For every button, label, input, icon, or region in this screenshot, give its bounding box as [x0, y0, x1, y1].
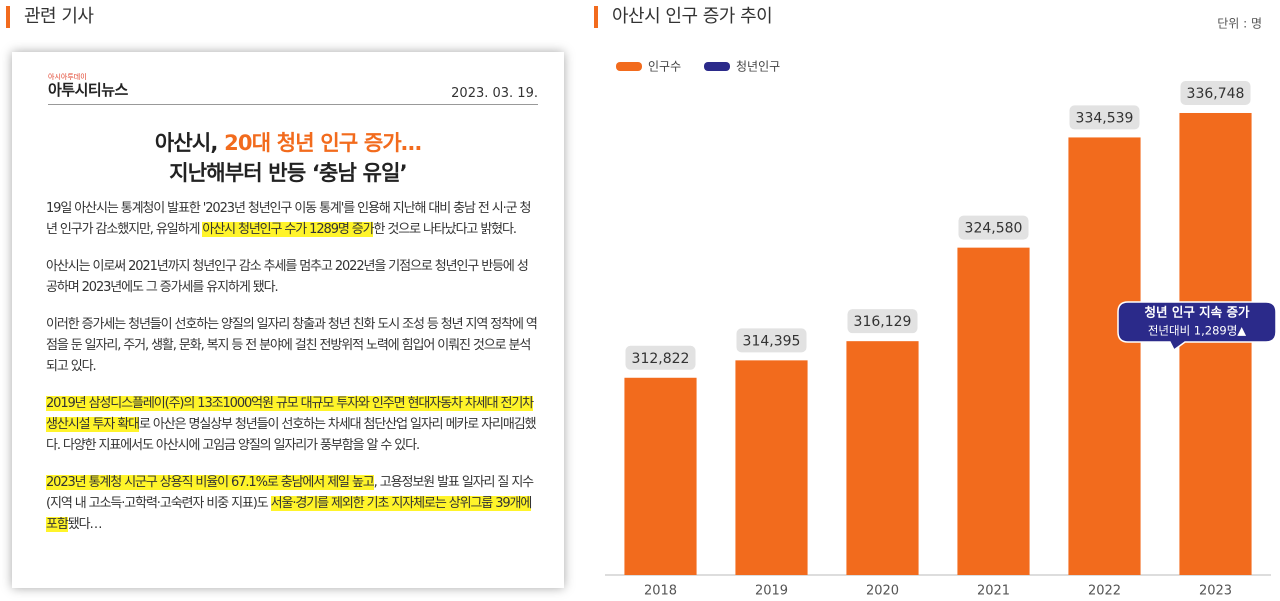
x-tick-label: 2019 — [755, 584, 788, 599]
annotation-text: 전년대비 1,289명▲ — [1148, 324, 1246, 338]
legend-swatch — [616, 62, 642, 71]
headline-segment: 20대 청년 인구 증가… — [224, 131, 422, 155]
text: 아산시는 이로써 2021년까지 청년인구 감소 추세를 멈추고 2022년을 … — [46, 259, 529, 295]
text: 19일 아산시는 통계청이 발표한 '2023년 청년인구 이동 통계'를 인용… — [46, 201, 532, 237]
text: 이러한 증가세는 청년들이 선호하는 양질의 일자리 창출과 청년 친화 도시 … — [46, 317, 538, 374]
value-label-box — [736, 328, 807, 353]
text: 됐다… — [67, 517, 103, 532]
value-label: 316,129 — [854, 314, 912, 330]
legend-swatch — [704, 62, 730, 71]
publisher-small: 아시아투데이 — [48, 73, 87, 81]
bar — [846, 341, 919, 575]
x-tick-label: 2018 — [644, 584, 677, 599]
bar — [1068, 137, 1141, 576]
headline: 아산시, 20대 청년 인구 증가… 지난해부터 반등 ‘충남 유일’ — [12, 128, 564, 188]
publisher: 아투시티뉴스 — [48, 81, 128, 99]
article-card: 아시아투데이 아투시티뉴스 2023. 03. 19. 아산시, 20대 청년 … — [12, 52, 564, 588]
bar — [1179, 112, 1252, 575]
highlighted-text: 아산시 청년인구 수가 1289명 증가 — [202, 222, 375, 237]
annotation-text: 청년 인구 지속 증가 — [1144, 305, 1250, 320]
legend-label: 청년인구 — [736, 60, 780, 74]
value-label-box — [625, 345, 696, 370]
headline-line: 아산시, 20대 청년 인구 증가… — [12, 128, 564, 158]
unit-note: 단위 : 명 — [1217, 17, 1262, 31]
paragraph: 이러한 증가세는 청년들이 선호하는 양질의 일자리 창출과 청년 친화 도시 … — [46, 314, 538, 377]
highlighted-text: 2023년 통계청 시군구 상용직 비율이 67.1%로 충남에서 제일 높고 — [46, 475, 375, 490]
value-label: 312,822 — [632, 351, 690, 367]
divider — [48, 104, 538, 105]
legend-label: 인구수 — [648, 60, 681, 74]
x-tick-label: 2023 — [1199, 584, 1232, 599]
text: 로 아산은 명실상부 청년들이 선호하는 차세대 첨단산업 일자리 메카로 자리… — [46, 417, 537, 453]
value-label: 334,539 — [1076, 110, 1134, 126]
chart-title: 아산시 인구 증가 추이 — [594, 6, 773, 28]
value-label: 324,580 — [965, 221, 1023, 237]
article-date: 2023. 03. 19. — [451, 86, 538, 101]
article-body: 19일 아산시는 통계청이 발표한 '2023년 청년인구 이동 통계'를 인용… — [46, 198, 538, 551]
headline-segment: 아산시, — [154, 131, 225, 155]
value-label-box — [1069, 105, 1140, 130]
paragraph: 2019년 삼성디스플레이(주)의 13조1000억원 규모 대규모 투자와 인… — [46, 393, 538, 456]
value-label: 314,395 — [743, 333, 801, 349]
x-tick-label: 2021 — [977, 584, 1010, 599]
value-label-box — [958, 215, 1029, 240]
value-label-box — [847, 309, 918, 334]
text: , 고용정보원 발표 일자리 질 지수(지역 내 고소득·고학력·고숙련자 비중… — [46, 475, 534, 511]
headline-line: 지난해부터 반등 ‘충남 유일’ — [169, 161, 407, 185]
value-label-box — [1180, 80, 1251, 105]
bar — [957, 247, 1030, 575]
text: 한 것으로 나타났다고 밝혔다. — [373, 222, 517, 237]
annotation-bubble — [1117, 301, 1277, 352]
paragraph: 2023년 통계청 시군구 상용직 비율이 67.1%로 충남에서 제일 높고,… — [46, 472, 538, 535]
x-tick-label: 2022 — [1088, 584, 1121, 599]
value-label: 336,748 — [1187, 86, 1245, 102]
paragraph: 아산시는 이로써 2021년까지 청년인구 감소 추세를 멈추고 2022년을 … — [46, 256, 538, 298]
bar — [735, 360, 808, 575]
x-tick-label: 2020 — [866, 584, 899, 599]
section-heading: 관련 기사 — [6, 6, 94, 28]
bar — [624, 377, 697, 575]
paragraph: 19일 아산시는 통계청이 발표한 '2023년 청년인구 이동 통계'를 인용… — [46, 198, 538, 240]
